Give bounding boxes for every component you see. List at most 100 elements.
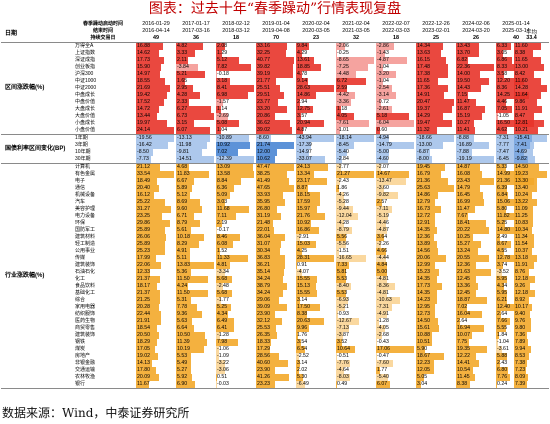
value-bar bbox=[496, 78, 525, 85]
value-text: 3.54 bbox=[297, 339, 308, 345]
value-text: 29.06 bbox=[257, 297, 270, 303]
data-cell: 13.61 bbox=[296, 57, 336, 64]
value-text: -1.57 bbox=[217, 99, 229, 105]
data-cell: 31.27 bbox=[136, 206, 176, 213]
value-bar bbox=[136, 255, 157, 262]
value-bar bbox=[456, 213, 469, 220]
value-text: 8.53 bbox=[515, 353, 526, 359]
data-cell: 41.49 bbox=[256, 178, 296, 185]
data-cell: -6.04 bbox=[376, 120, 416, 127]
value-text: 16.04 bbox=[457, 311, 470, 317]
value-text: -16.42 bbox=[137, 142, 152, 148]
value-bar bbox=[456, 178, 494, 185]
table-row: 计算机 21.12 4.68 13.09 47.47 24.13 -2.77 -2.07 19.… bbox=[1, 164, 549, 171]
value-text: 5.92 bbox=[177, 374, 188, 380]
value-text: 2.33 bbox=[177, 99, 188, 105]
value-text: 0.49 bbox=[337, 381, 348, 387]
value-bar bbox=[216, 374, 218, 381]
value-bar bbox=[376, 332, 382, 339]
value-bar bbox=[376, 99, 381, 106]
value-text: 17.73 bbox=[137, 57, 150, 63]
value-text: 25.51 bbox=[257, 85, 270, 91]
value-bar bbox=[256, 50, 287, 57]
value-text: 18.15 bbox=[297, 192, 310, 198]
value-text: 12.20 bbox=[497, 78, 510, 84]
value-text: 16.15 bbox=[417, 57, 430, 63]
value-bar bbox=[176, 92, 201, 99]
data-cell: 14.79 bbox=[456, 185, 496, 192]
value-text: 6.71 bbox=[177, 213, 188, 219]
review-table: 春季躁动启动时间 2016-01-29 2017-01-17 2018-02-12 20… bbox=[1, 21, 549, 398]
data-cell: 11.50 bbox=[176, 276, 216, 283]
value-bar bbox=[296, 113, 301, 120]
data-cell: 13.24 bbox=[456, 248, 496, 255]
value-bar bbox=[256, 304, 288, 311]
row-label: 小盘成长 bbox=[75, 120, 96, 126]
value-bar bbox=[514, 353, 529, 360]
value-text: 14.00 bbox=[457, 71, 470, 77]
value-text: -19.19 bbox=[457, 156, 472, 162]
data-cell: 21.37 bbox=[136, 290, 176, 297]
data-cell: -2.91 bbox=[296, 234, 336, 241]
row-label: 家用电器 bbox=[75, 304, 96, 310]
value-bar bbox=[256, 374, 289, 381]
value-text: 6.07 bbox=[177, 127, 188, 133]
value-text: -8.60 bbox=[257, 135, 269, 141]
value-bar bbox=[216, 92, 248, 99]
avg-label: 平均 bbox=[526, 30, 537, 36]
value-text: 21.76 bbox=[297, 213, 310, 219]
value-bar bbox=[416, 248, 438, 255]
value-text: -1.05 bbox=[497, 113, 509, 119]
value-text: 5.68 bbox=[217, 290, 228, 296]
value-text: 36.21 bbox=[257, 262, 270, 268]
value-bar bbox=[376, 241, 381, 248]
value-text: -1.28 bbox=[217, 332, 229, 338]
value-bar bbox=[376, 248, 387, 255]
value-text: -17.39 bbox=[297, 142, 312, 148]
data-cell: 13.40 bbox=[514, 185, 549, 192]
data-cell: -16.65 bbox=[336, 255, 376, 262]
table-row: 商贸零售 18.54 6.64 6.41 25.53 9.96 -7.13 -4.05 15.6… bbox=[1, 325, 549, 332]
data-cell: 8.79 bbox=[176, 220, 216, 227]
value-bar bbox=[336, 311, 338, 318]
value-bar bbox=[416, 297, 438, 304]
value-bar bbox=[256, 156, 275, 163]
value-bar bbox=[416, 85, 449, 92]
value-bar bbox=[496, 113, 499, 120]
data-cell: 6.64 bbox=[176, 325, 216, 332]
value-text: 13.43 bbox=[457, 43, 470, 49]
value-text: 12.18 bbox=[515, 276, 528, 282]
value-text: -2.91 bbox=[297, 234, 309, 240]
data-cell: 2.59 bbox=[336, 85, 376, 92]
data-cell: -13.00 bbox=[416, 142, 456, 149]
value-text: 17.38 bbox=[417, 71, 430, 77]
value-bar bbox=[514, 92, 541, 99]
data-cell: -16.42 bbox=[136, 142, 176, 149]
value-bar bbox=[136, 339, 157, 346]
value-text: -2.77 bbox=[337, 164, 349, 170]
value-bar bbox=[336, 178, 341, 185]
value-bar bbox=[496, 297, 507, 304]
data-cell: 11.64 bbox=[514, 92, 549, 99]
value-text: 29.86 bbox=[137, 220, 150, 226]
value-bar bbox=[176, 149, 202, 156]
value-bar bbox=[256, 346, 270, 353]
data-cell: 9.40 bbox=[514, 311, 549, 318]
value-text: 4.55 bbox=[497, 248, 508, 254]
value-bar bbox=[136, 113, 158, 120]
value-text: 17.80 bbox=[137, 367, 150, 373]
data-cell: 14.72 bbox=[136, 106, 176, 113]
value-bar bbox=[336, 99, 351, 106]
value-text: 26.06 bbox=[137, 234, 150, 240]
value-bar bbox=[514, 297, 530, 304]
data-cell: 14.35 bbox=[416, 276, 456, 283]
row-label: 建筑装饰 bbox=[75, 262, 96, 268]
value-bar bbox=[514, 374, 528, 381]
value-bar bbox=[216, 241, 233, 248]
value-bar bbox=[176, 99, 190, 106]
data-cell: 4.81 bbox=[216, 262, 256, 269]
header-cell: 40 bbox=[513, 35, 519, 41]
data-cell: 7.78 bbox=[176, 304, 216, 311]
data-cell: 8.76 bbox=[514, 269, 549, 276]
data-cell: 7.76 bbox=[496, 374, 536, 381]
